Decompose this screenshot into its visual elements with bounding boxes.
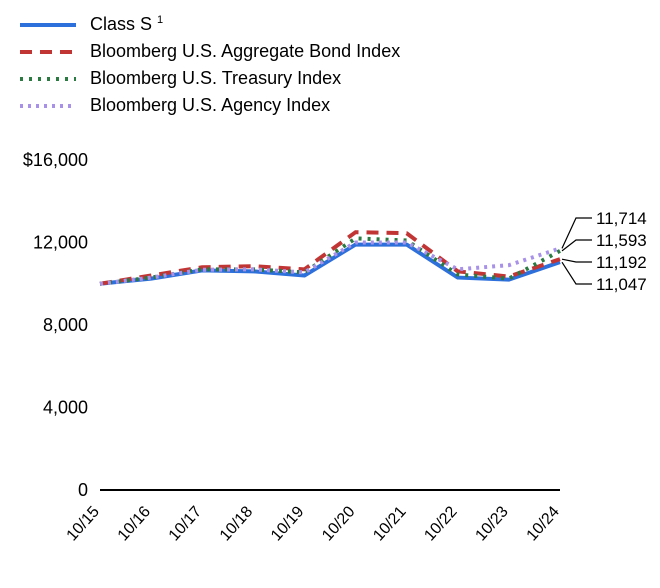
x-tick-label: 10/21 (370, 503, 409, 544)
chart-svg: 0 4,000 8,000 12,000 $16,000 10/15 10/16 10/17 1… (0, 0, 660, 588)
end-label-leader (562, 240, 592, 251)
end-label: 11,714 (596, 209, 647, 228)
x-tick-label: 10/15 (64, 503, 103, 544)
end-label: 11,593 (596, 231, 647, 250)
y-tick-label: 12,000 (33, 233, 88, 253)
y-tick-label: $16,000 (23, 150, 88, 170)
end-label-leader (562, 262, 592, 284)
end-label: 11,047 (596, 275, 647, 294)
x-tick-label: 10/17 (166, 503, 205, 544)
y-tick-label: 8,000 (43, 315, 88, 335)
x-tick-label: 10/23 (472, 503, 511, 544)
x-tick-label: 10/16 (115, 503, 154, 544)
end-label-leader (562, 218, 592, 248)
y-tick-label: 4,000 (43, 398, 88, 418)
x-tick-label: 10/19 (268, 503, 307, 544)
x-tick-label: 10/24 (524, 503, 563, 544)
x-tick-label: 10/20 (319, 503, 358, 544)
series-line (100, 245, 560, 284)
x-tick-label: 10/18 (217, 503, 256, 544)
x-tick-label: 10/22 (421, 503, 460, 544)
end-label: 11,192 (596, 253, 647, 272)
y-tick-label: 0 (78, 480, 88, 500)
growth-chart: Class S 1Bloomberg U.S. Aggregate Bond I… (0, 0, 660, 588)
end-label-leader (562, 259, 592, 262)
